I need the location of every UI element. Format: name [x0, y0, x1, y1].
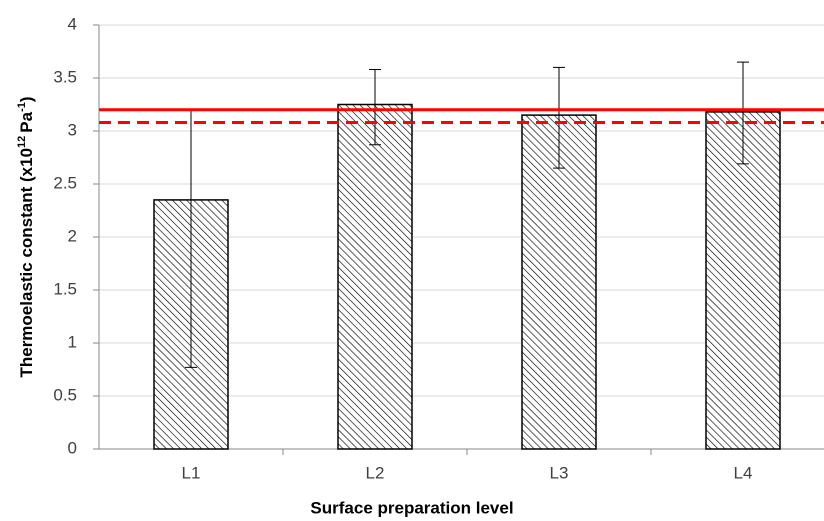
x-tick-label: L4 — [734, 463, 753, 482]
y-tick-label: 2 — [68, 226, 77, 245]
x-axis-label: Surface preparation level — [310, 498, 513, 517]
bar — [521, 114, 597, 450]
y-label-close: ) — [17, 96, 36, 102]
y-label-exp: -1 — [16, 102, 28, 112]
y-tick-label: 1.5 — [53, 279, 77, 298]
bar — [705, 111, 781, 450]
y-label-text: Thermoelastic constant (x10 — [17, 148, 36, 378]
y-tick-label: 1 — [68, 332, 77, 351]
y-tick-label: 2.5 — [53, 173, 77, 192]
bar — [337, 103, 413, 450]
y-label-exp: 12 — [16, 136, 28, 148]
y-label-unit: Pa — [17, 111, 36, 132]
y-tick-label: 0.5 — [53, 385, 77, 404]
x-tick-label: L1 — [182, 463, 201, 482]
y-tick-label: 0 — [68, 438, 77, 457]
y-tick-label: 4 — [68, 14, 77, 33]
x-tick-label: L3 — [550, 463, 569, 482]
y-tick-label: 3 — [68, 120, 77, 139]
y-tick-label: 3.5 — [53, 67, 77, 86]
y-axis-label: Thermoelastic constant (x1012 Pa-1) — [16, 96, 37, 377]
x-tick-label: L2 — [366, 463, 385, 482]
plot-area: 0 0.5 1 1.5 2 2.5 3 3.5 4 L1 L2 L3 L4 — [53, 14, 824, 482]
